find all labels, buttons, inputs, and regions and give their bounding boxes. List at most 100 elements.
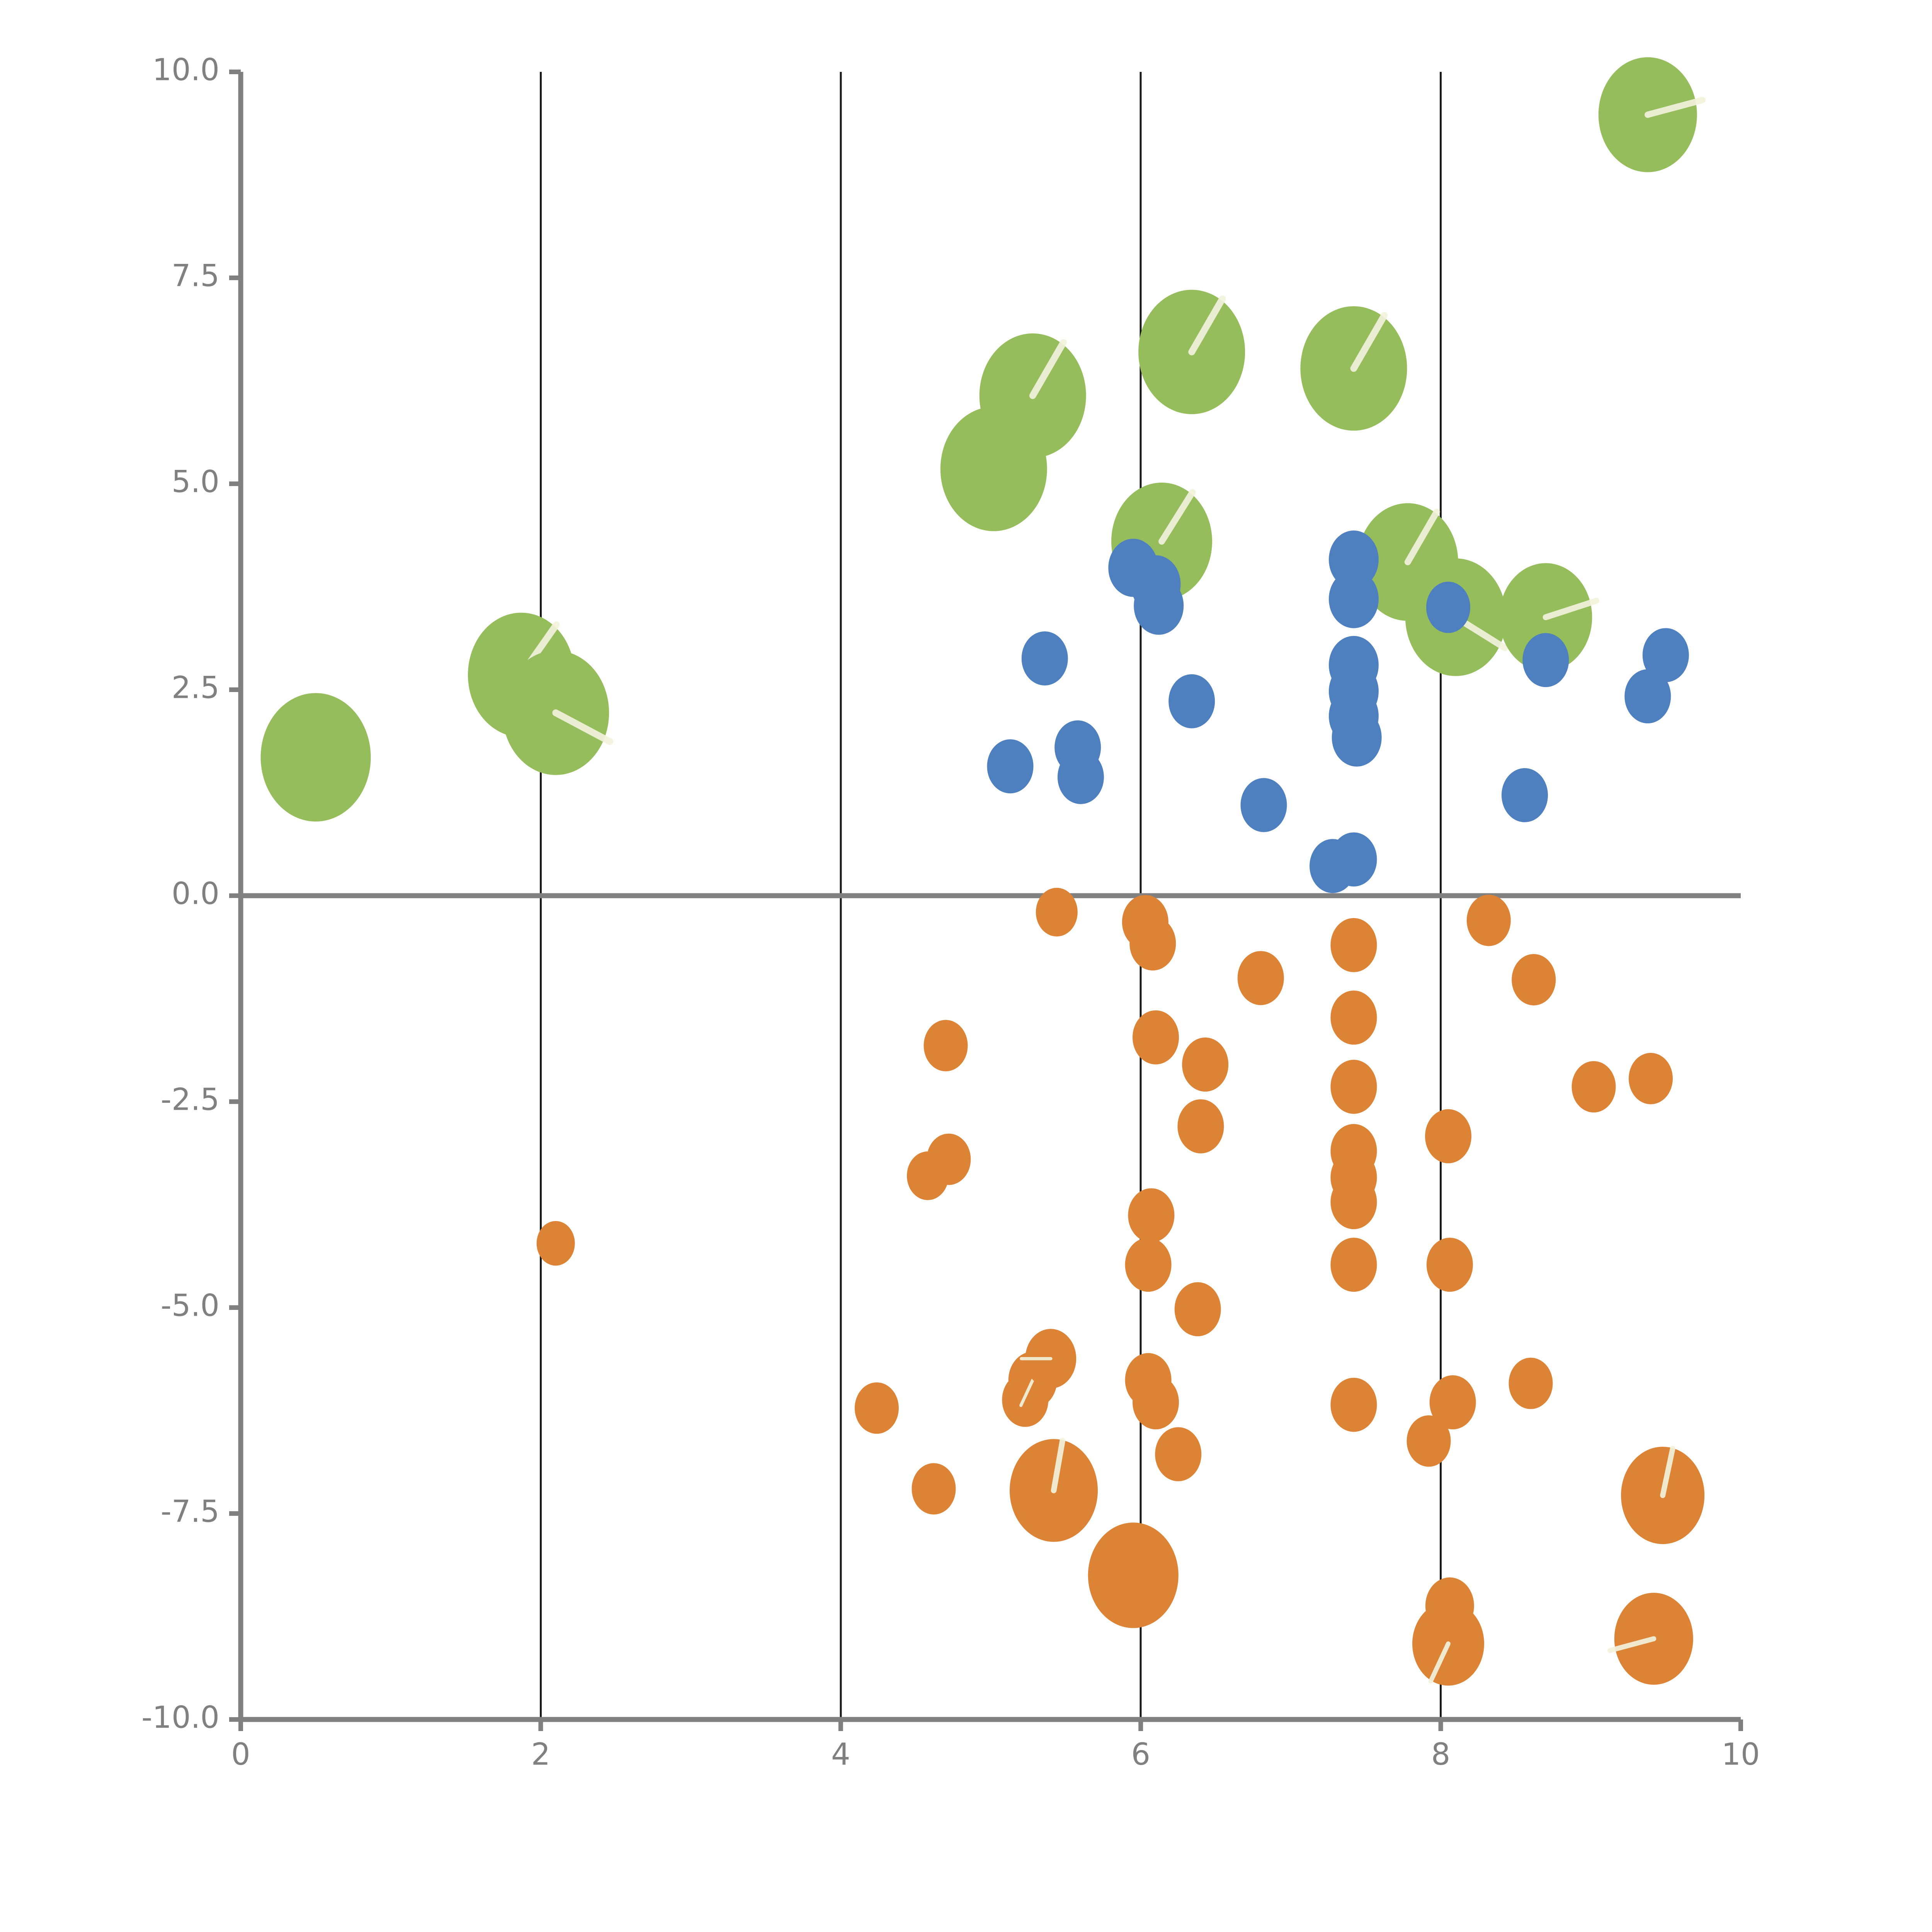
- data-point-green: [260, 693, 371, 822]
- marker-direction-tick: [1543, 598, 1600, 621]
- data-point-green: [502, 650, 614, 775]
- data-point-orange: [1330, 1175, 1377, 1230]
- marker-ellipse: [536, 1221, 575, 1266]
- marker-ellipse: [1512, 954, 1556, 1005]
- marker-ellipse: [1624, 669, 1671, 724]
- y-tick-label: -7.5: [161, 1494, 219, 1529]
- marker-ellipse: [1128, 1188, 1175, 1243]
- x-tick-label: 0: [231, 1737, 250, 1772]
- data-point-blue: [1021, 631, 1068, 685]
- data-point-blue: [1328, 570, 1379, 628]
- marker-ellipse: [1330, 990, 1377, 1045]
- data-markers-group: [260, 57, 1706, 1686]
- data-point-orange: [854, 1382, 899, 1434]
- data-point-blue: [1134, 577, 1184, 635]
- y-tick-label: -10.0: [141, 1700, 219, 1735]
- marker-ellipse: [1174, 1282, 1221, 1337]
- data-point-blue: [1426, 582, 1471, 633]
- marker-ellipse: [1466, 895, 1511, 946]
- data-point-orange: [1020, 1329, 1077, 1389]
- data-point-orange: [1182, 1037, 1229, 1092]
- data-point-blue: [987, 739, 1034, 794]
- data-point-orange: [1621, 1446, 1705, 1544]
- marker-ellipse: [1328, 570, 1379, 628]
- data-point-orange: [1607, 1593, 1693, 1685]
- marker-ellipse: [1330, 1060, 1377, 1114]
- marker-ellipse: [1629, 1053, 1673, 1104]
- marker-ellipse: [260, 693, 371, 822]
- data-point-orange: [1237, 951, 1284, 1005]
- marker-ellipse: [854, 1382, 899, 1434]
- marker-ellipse: [1240, 778, 1287, 832]
- data-point-orange: [1010, 1437, 1098, 1542]
- y-tick-label: 10.0: [152, 53, 219, 87]
- y-tick-label: -5.0: [161, 1288, 219, 1323]
- data-point-orange: [1330, 990, 1377, 1045]
- marker-ellipse: [927, 1133, 971, 1185]
- data-point-orange: [1177, 1099, 1224, 1153]
- marker-direction-tick: [1188, 295, 1226, 355]
- marker-direction-tick: [1660, 1446, 1675, 1498]
- marker-direction-tick: [1051, 1437, 1066, 1493]
- data-point-orange: [1429, 1375, 1476, 1430]
- marker-ellipse: [1088, 1522, 1179, 1628]
- data-point-orange: [1512, 954, 1556, 1005]
- marker-ellipse: [987, 739, 1034, 794]
- marker-ellipse: [1125, 1238, 1172, 1292]
- data-point-blue: [1501, 768, 1548, 822]
- data-point-orange: [923, 1020, 968, 1071]
- data-point-blue: [1240, 778, 1287, 832]
- data-point-orange: [912, 1463, 956, 1515]
- marker-ellipse: [1332, 708, 1382, 767]
- marker-direction-tick: [1019, 1378, 1034, 1407]
- data-point-orange: [1155, 1427, 1202, 1481]
- y-tick-label: -2.5: [161, 1082, 219, 1117]
- marker-direction-tick: [1350, 312, 1388, 372]
- marker-ellipse: [1036, 888, 1078, 937]
- marker-ellipse: [1426, 1238, 1473, 1292]
- x-tick-label: 4: [831, 1737, 850, 1772]
- data-point-orange: [1412, 1602, 1485, 1686]
- marker-ellipse: [1522, 633, 1569, 687]
- marker-ellipse: [1330, 1238, 1377, 1292]
- data-point-orange: [1466, 895, 1511, 946]
- data-point-blue: [1330, 832, 1377, 887]
- data-point-green: [979, 333, 1086, 458]
- data-point-orange: [1426, 1238, 1473, 1292]
- marker-ellipse: [1406, 1415, 1451, 1467]
- marker-direction-tick: [1428, 1641, 1451, 1684]
- marker-direction-tick: [1645, 97, 1706, 118]
- data-point-orange: [1174, 1282, 1221, 1337]
- data-point-orange: [1330, 1060, 1377, 1114]
- marker-ellipse: [1425, 1109, 1472, 1163]
- data-point-orange: [1133, 1010, 1179, 1065]
- marker-ellipse: [1501, 768, 1548, 822]
- data-point-orange: [1125, 1238, 1172, 1292]
- data-point-orange: [1036, 888, 1078, 937]
- data-point-blue: [1057, 750, 1104, 804]
- data-point-orange: [1406, 1415, 1451, 1467]
- data-point-blue: [1332, 708, 1382, 767]
- marker-ellipse: [1571, 1061, 1616, 1113]
- y-tick-label: 7.5: [172, 259, 219, 293]
- data-point-green: [1138, 289, 1245, 414]
- marker-ellipse: [923, 1020, 968, 1071]
- data-point-orange: [1133, 1375, 1179, 1430]
- data-point-orange: [1088, 1522, 1179, 1628]
- data-point-orange: [1509, 1357, 1553, 1409]
- marker-ellipse: [1129, 916, 1176, 971]
- y-tick-label: 5.0: [172, 464, 219, 499]
- marker-ellipse: [1509, 1357, 1553, 1409]
- marker-ellipse: [1168, 674, 1215, 728]
- data-point-orange: [927, 1133, 971, 1185]
- marker-ellipse: [1426, 582, 1471, 633]
- marker-ellipse: [1429, 1375, 1476, 1430]
- marker-ellipse: [1155, 1427, 1202, 1481]
- data-point-orange: [1571, 1061, 1616, 1113]
- x-tick-label: 10: [1721, 1737, 1760, 1772]
- marker-direction-tick: [1029, 339, 1067, 399]
- marker-ellipse: [1177, 1099, 1224, 1153]
- y-tick-label: 0.0: [172, 876, 219, 911]
- data-point-orange: [1128, 1188, 1175, 1243]
